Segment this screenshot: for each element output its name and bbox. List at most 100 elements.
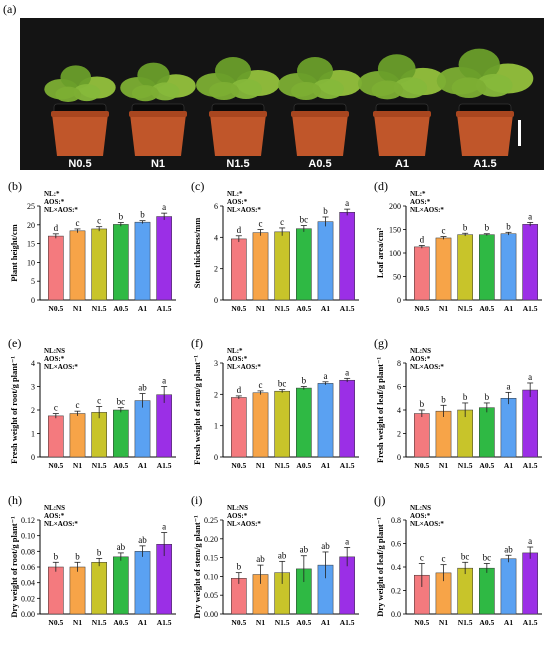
stats-text: AOS:* [227,512,248,520]
bar [48,235,64,301]
y-tick-label: 0.10 [21,532,35,541]
x-tick-label: N0.5 [48,304,63,313]
leaf [131,85,159,102]
bar [317,221,334,301]
pot-rim [456,111,514,117]
x-tick-label: N0.5 [48,618,63,627]
bar [317,383,334,458]
y-tick-label: 0.12 [21,516,35,525]
stats-text: NL×AOS:* [227,520,261,528]
y-tick-label: 8 [397,359,401,368]
bar [48,566,64,615]
x-tick-label: A1 [321,304,330,313]
panel-label: (h) [8,493,22,507]
y-tick-label: 0.25 [204,516,218,525]
y-axis-label: Plant height/cm [9,224,19,281]
y-tick-label: 20 [27,221,35,230]
bar [274,231,291,301]
x-tick-label: A1.5 [157,304,172,313]
significance-letter: bc [117,397,126,407]
significance-letter: ab [117,542,126,552]
stats-text: AOS:* [410,512,431,520]
bar [414,413,430,458]
y-tick-label: 0.06 [21,563,35,572]
x-tick-label: A1 [138,304,147,313]
significance-letter: d [54,223,59,233]
x-tick-label: N1.5 [92,304,107,313]
bar-chart: (f) 0 1 2 3 Fresh weight of stem/g plant⁻¹ NL:… [191,336,359,470]
y-tick-label: 0 [397,453,401,462]
y-tick-label: 5 [31,277,35,286]
bar-chart: (c) 0 2 4 6 Stem thickness/mm NL:*AOS:*NL×AOS:… [191,179,359,313]
y-tick-label: 25 [27,202,35,211]
y-tick-label: 6 [214,202,218,211]
y-tick-label: 2 [397,430,401,439]
stats-text: NL:NS [44,504,65,512]
y-tick-label: 15 [27,240,35,249]
stats-text: NL:NS [410,504,431,512]
bar [414,246,430,301]
bar [113,409,129,458]
x-tick-label: N1.5 [275,618,290,627]
panel-label: (d) [374,179,388,193]
y-tick-label: 10 [27,258,35,267]
x-tick-label: N0.5 [414,461,429,470]
y-tick-label: 0.10 [204,572,218,581]
significance-letter: a [162,202,166,212]
significance-letter: c [54,403,58,413]
significance-letter: b [463,222,468,232]
pot-body [210,114,266,156]
y-tick-label: 0.8 [391,516,401,525]
leaf [297,57,333,85]
pot-rim [129,111,187,117]
significance-letter: b [75,551,80,561]
x-tick-label: N1 [256,304,265,313]
significance-letter: bc [300,215,309,225]
pot-label: N1.5 [226,158,249,170]
x-tick-label: A0.5 [479,304,494,313]
y-tick-label: 4 [397,406,401,415]
x-tick-label: N1 [256,461,265,470]
stats-text: NL:* [227,190,243,198]
bar-chart: (e) 0 1 2 3 4 Fresh weight of root/g plant⁻¹ NL… [8,336,176,470]
stats-text: NL:NS [227,504,248,512]
significance-letter: bc [483,552,492,562]
x-tick-label: N1 [73,304,82,313]
x-tick-label: A0.5 [296,461,311,470]
y-tick-label: 0 [214,453,218,462]
y-axis-label: Stem thickness/mm [192,218,202,289]
bar [134,551,151,615]
stats-text: NL:* [44,190,60,198]
x-tick-label: A1 [138,618,147,627]
bar-chart: (b) 0 5 10 15 20 25 Plant height/cm NL:*AOS:*NL×… [8,179,176,313]
x-tick-label: A1.5 [523,304,538,313]
bar [457,567,474,615]
significance-letter: b [302,376,307,386]
significance-letter: c [280,217,284,227]
y-tick-label: 50 [393,273,401,282]
x-tick-label: N1.5 [458,618,473,627]
pot-rim [373,111,431,117]
stats-text: AOS:* [44,512,65,520]
leaf [60,65,92,90]
stats-text: NL×AOS:* [44,520,78,528]
x-tick-label: N1.5 [275,461,290,470]
plant-pot-group: A1.5 [436,48,534,170]
significance-letter: bc [461,551,470,561]
bar [231,397,247,458]
x-tick-label: A1 [504,304,513,313]
leaf [209,82,239,100]
stats-text: NL:* [410,190,426,198]
significance-letter: c [442,226,446,236]
bar [91,228,108,301]
significance-letter: a [507,381,511,391]
pot-body [374,114,430,156]
y-tick-label: 200 [389,202,401,211]
significance-letter: b [237,562,242,572]
stats-text: NL×AOS:* [410,520,444,528]
stats-text: NL×AOS:* [44,363,78,371]
x-tick-label: N1 [256,618,265,627]
significance-letter: ab [256,554,265,564]
significance-letter: ab [321,541,330,551]
